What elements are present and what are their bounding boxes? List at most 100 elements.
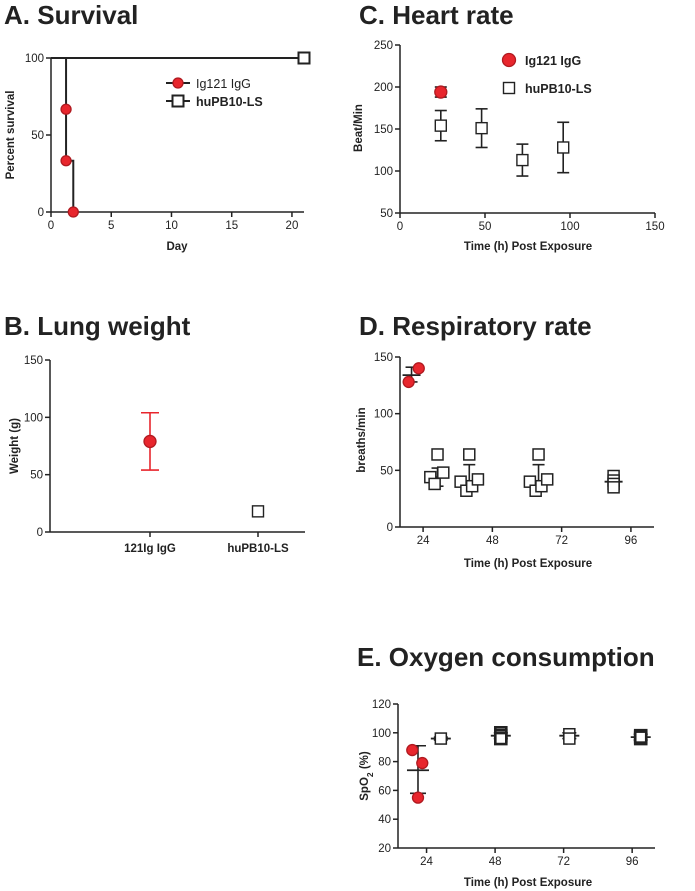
survival-point <box>60 155 72 167</box>
y-tick-label: 250 <box>374 40 393 52</box>
y-tick-label: 50 <box>30 470 43 482</box>
x-tick-label: 50 <box>479 221 492 233</box>
legend-label: huPB10-LS <box>525 82 592 96</box>
x-tick-label: 100 <box>560 221 579 233</box>
mean-point <box>251 505 265 518</box>
data-point <box>633 730 648 744</box>
survival-curve-ig121 <box>51 57 75 212</box>
y-tick-label: 50 <box>380 208 393 220</box>
legend-label: Ig121 IgG <box>525 54 581 68</box>
data-point <box>416 756 429 770</box>
panel-e-oxygen-consumption: E. Oxygen consumption 20 40 60 80 100 120 24 48 7… <box>357 642 655 889</box>
data-point <box>411 791 425 804</box>
x-axis-label: Time (h) Post Exposure <box>464 241 592 253</box>
y-axis-label: Percent survival <box>5 91 17 180</box>
data-point <box>540 473 554 486</box>
legend-marker <box>172 77 184 89</box>
legend-label: Ig121 IgG <box>196 77 251 91</box>
x-tick-label: 24 <box>420 856 433 868</box>
y-tick-label: 40 <box>378 814 391 826</box>
panel-c-heart-rate: C. Heart rate 50 100 150 200 250 0 50 100 150 Time… <box>353 0 665 253</box>
data-point <box>516 153 529 167</box>
data-point <box>463 448 476 461</box>
data-point <box>428 477 441 491</box>
panel-title: B. Lung weight <box>4 311 191 341</box>
data-point <box>471 473 485 486</box>
y-axis-label-main: SpO <box>359 777 371 801</box>
legend-marker <box>502 81 516 95</box>
panel-a-survival: A. Survival 0 50 100 0 5 10 15 20 Day Percent surv… <box>4 0 311 253</box>
x-tick-label: 15 <box>225 220 238 232</box>
data-point <box>532 448 545 461</box>
data-point <box>434 85 448 99</box>
data-point <box>402 375 415 389</box>
x-tick-label: 5 <box>108 220 114 232</box>
y-axis-label: Beat/Min <box>353 104 365 152</box>
data-point <box>437 466 450 479</box>
data-point <box>557 141 570 154</box>
x-tick-label: 72 <box>555 535 568 547</box>
data-point <box>563 732 576 745</box>
y-tick-label: 60 <box>378 785 391 797</box>
data-point <box>607 481 620 494</box>
y-tick-label: 100 <box>372 728 391 740</box>
category-label: 121Ig IgG <box>124 543 176 555</box>
data-point <box>406 743 419 757</box>
data-point <box>434 119 447 132</box>
x-tick-label: 20 <box>286 220 299 232</box>
y-tick-label: 150 <box>374 352 393 364</box>
panel-title: C. Heart rate <box>359 0 514 30</box>
x-tick-label: 150 <box>645 221 664 233</box>
y-tick-label: 0 <box>38 207 44 219</box>
y-tick-label: 100 <box>24 412 43 424</box>
panel-title: A. Survival <box>4 0 138 30</box>
x-tick-label: 24 <box>417 535 430 547</box>
y-tick-label: 150 <box>374 124 393 136</box>
panel-b-lung-weight: B. Lung weight 0 50 100 150 121Ig IgG huPB10-L… <box>4 311 305 555</box>
y-tick-label: 100 <box>374 409 393 421</box>
x-tick-label: 0 <box>48 220 54 232</box>
legend-marker <box>501 52 517 68</box>
data-point <box>431 448 444 461</box>
x-tick-label: 10 <box>165 220 178 232</box>
y-axis-label: Weight (g) <box>9 418 21 474</box>
y-tick-label: 100 <box>374 166 393 178</box>
x-axis-label: Time (h) Post Exposure <box>464 877 592 889</box>
y-tick-label: 20 <box>378 843 391 855</box>
y-axis-label-units: (%) <box>359 751 371 772</box>
mean-point <box>143 434 157 449</box>
y-tick-label: 80 <box>378 757 391 769</box>
panel-title: D. Respiratory rate <box>359 311 592 341</box>
survival-point <box>60 103 72 115</box>
x-tick-label: 72 <box>557 856 570 868</box>
x-axis-label: Day <box>166 241 188 253</box>
panel-d-respiratory-rate: D. Respiratory rate 0 50 100 150 24 48 72 96 Time… <box>356 311 654 570</box>
survival-point <box>297 51 311 65</box>
category-label: huPB10-LS <box>227 543 289 555</box>
y-tick-label: 50 <box>380 465 393 477</box>
data-point <box>412 362 425 375</box>
y-tick-label: 50 <box>31 130 44 142</box>
y-tick-label: 0 <box>387 522 393 534</box>
y-axis-label-subscript: 2 <box>365 772 375 777</box>
data-point <box>475 121 488 135</box>
y-tick-label: 100 <box>25 53 44 65</box>
y-tick-label: 120 <box>372 699 391 711</box>
x-axis-label: Time (h) Post Exposure <box>464 558 592 570</box>
x-tick-label: 96 <box>626 856 639 868</box>
y-axis-label: breaths/min <box>356 407 368 472</box>
panel-title: E. Oxygen consumption <box>357 642 655 672</box>
x-tick-label: 48 <box>489 856 502 868</box>
legend-marker <box>171 94 185 108</box>
x-tick-label: 48 <box>486 535 499 547</box>
y-axis-label: SpO2 (%) <box>359 751 375 801</box>
data-point <box>434 732 448 745</box>
x-tick-label: 96 <box>625 535 638 547</box>
y-tick-label: 200 <box>374 82 393 94</box>
x-tick-label: 0 <box>397 221 403 233</box>
survival-point <box>67 206 79 218</box>
y-tick-label: 150 <box>24 355 43 367</box>
y-tick-label: 0 <box>37 527 43 539</box>
legend-label: huPB10-LS <box>196 95 263 109</box>
